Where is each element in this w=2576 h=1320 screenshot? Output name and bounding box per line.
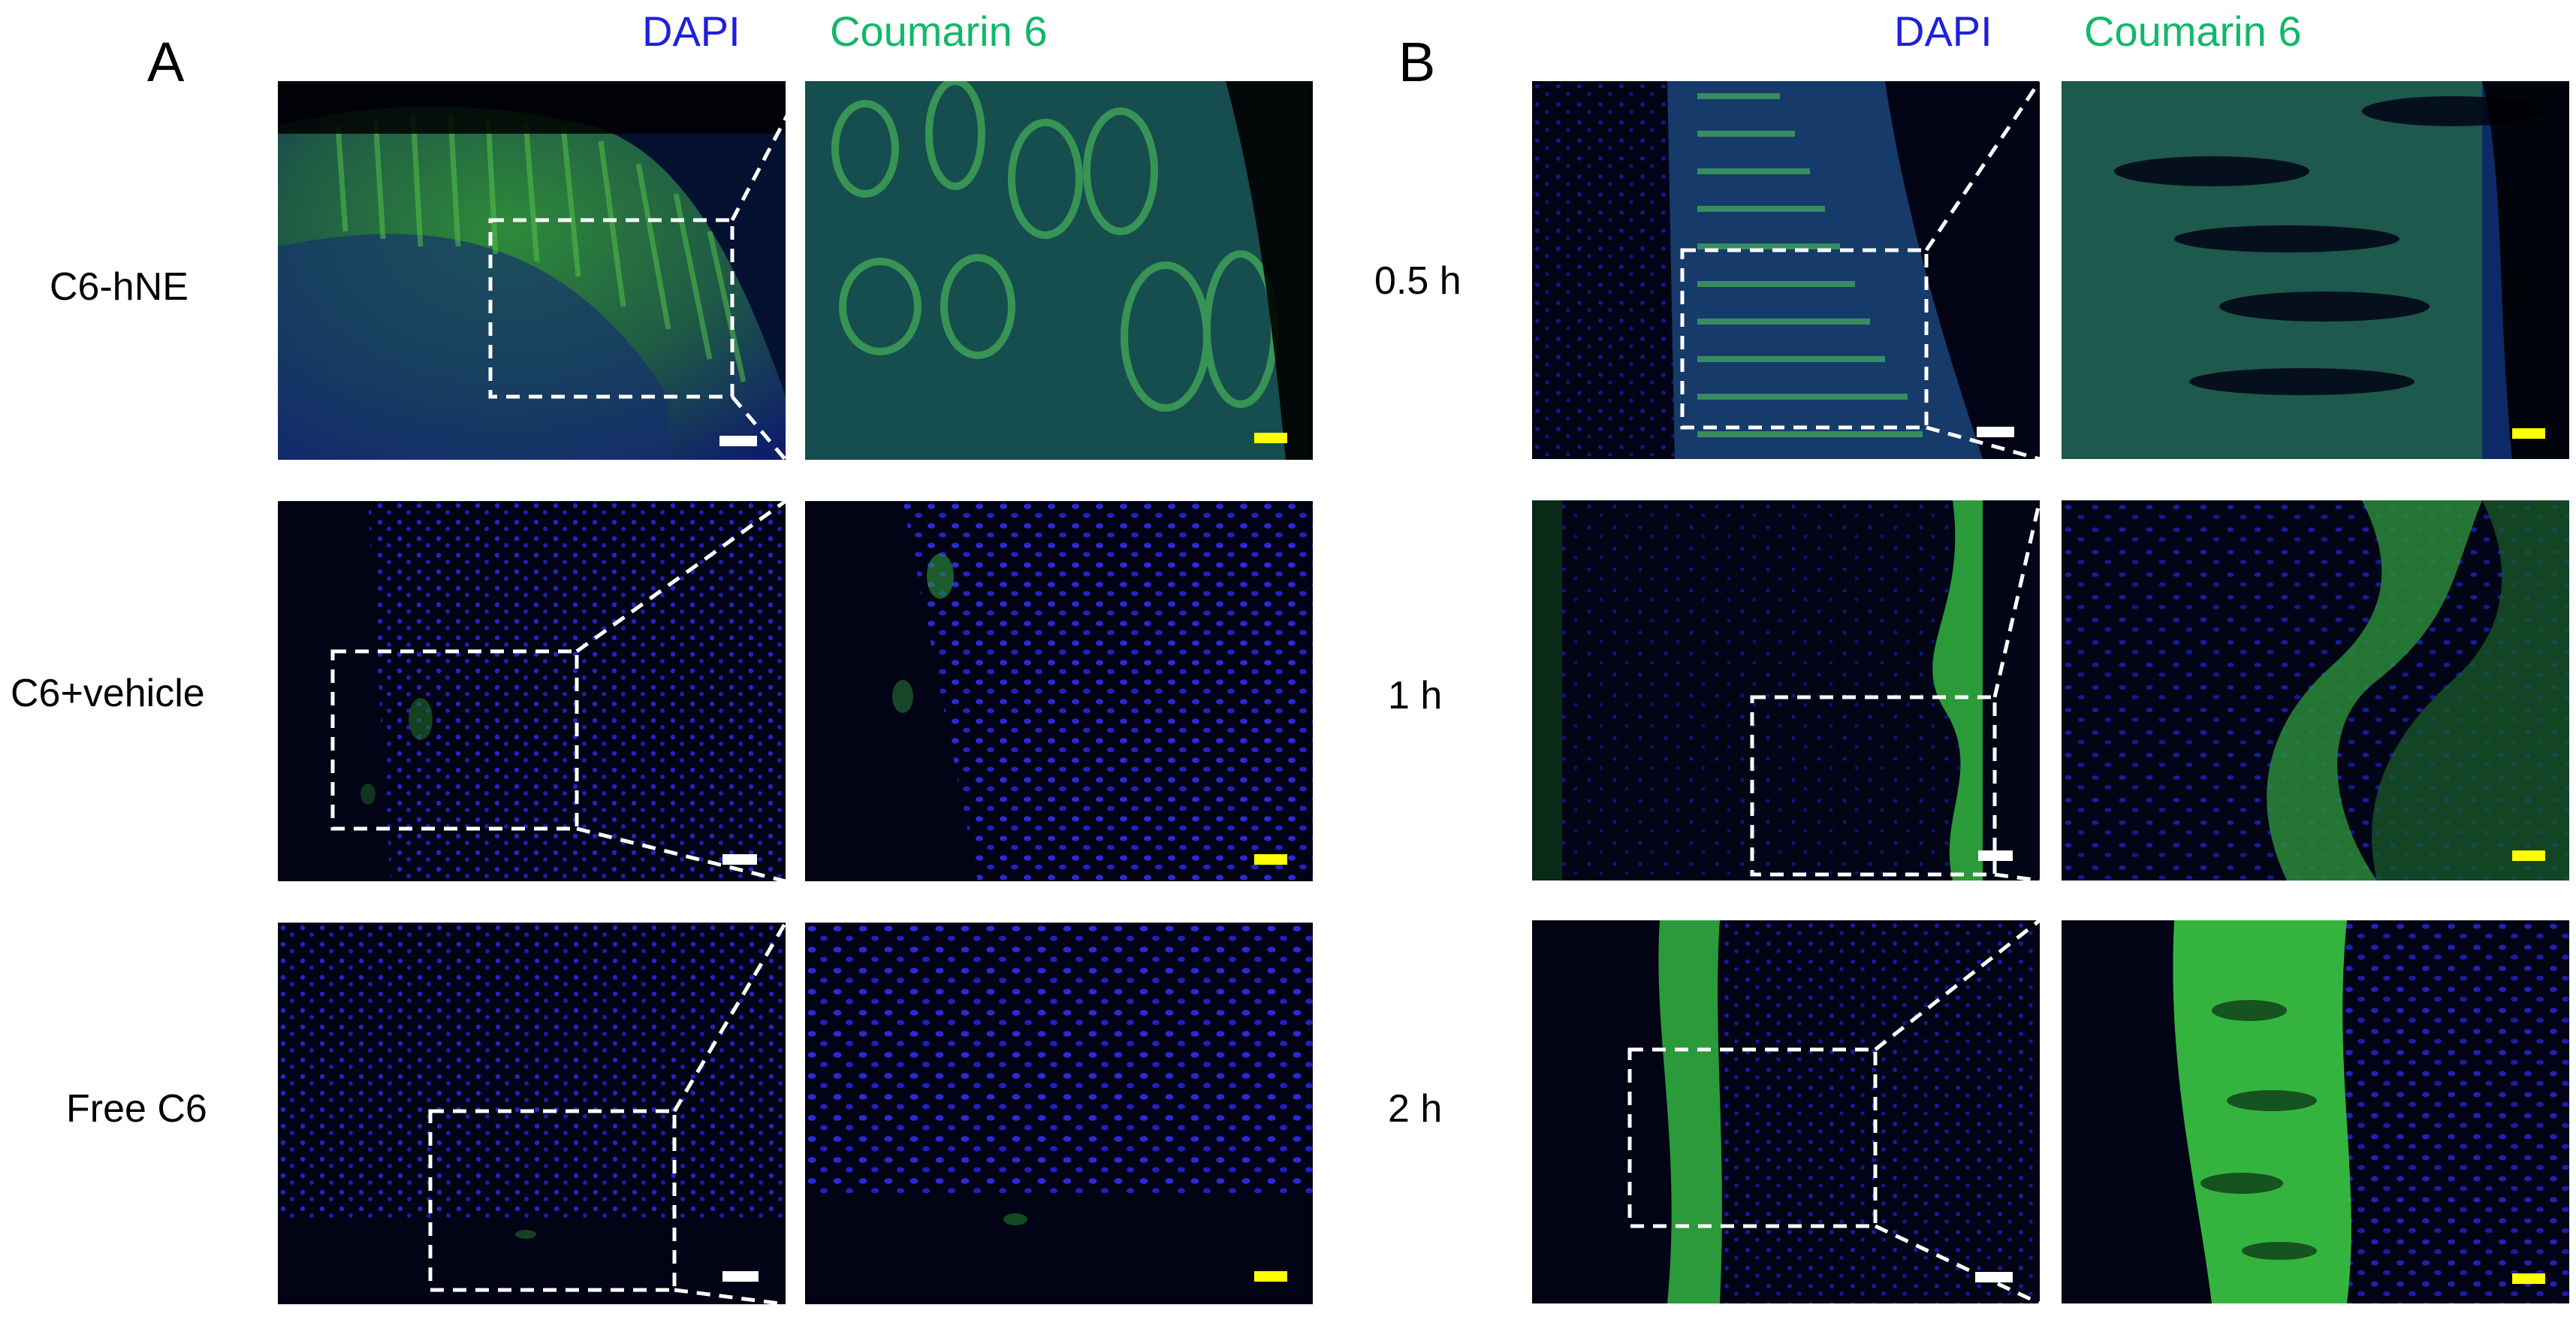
panel-a-row3-overview-scale-bar: [722, 1271, 759, 1282]
panel-b-row-label-1: 0.5 h: [1374, 259, 1461, 303]
panel-a-row2-overview-micrograph: [278, 501, 786, 881]
panel-b-row3-overview-scale-bar: [1975, 1272, 2013, 1282]
panel-b-coumarin6-header: Coumarin 6: [2084, 8, 2302, 55]
panel-a-row2-overview-scale-bar: [722, 854, 757, 865]
panel-a-row3-zoom-scale-bar: [1254, 1271, 1287, 1282]
panel-b-row2-zoom-scale-bar: [2512, 850, 2545, 861]
panel-a-row1-zoom-micrograph: [805, 81, 1313, 460]
panel-b-row1-zoom-micrograph: [2062, 81, 2569, 459]
panel-b-row1-overview-micrograph: [1532, 81, 2040, 459]
panel-b-row-label-2: 1 h: [1388, 674, 1443, 717]
panel-b-row-label-3: 2 h: [1388, 1087, 1443, 1131]
panel-b-row3-zoom-scale-bar: [2512, 1273, 2545, 1284]
panel-letter-a: A: [147, 31, 185, 93]
panel-letter-b: B: [1398, 31, 1436, 93]
panel-b-row1-overview-scale-bar: [1977, 427, 2014, 437]
panel-a-coumarin6-header: Coumarin 6: [830, 8, 1048, 55]
panel-a-row2-zoom-scale-bar: [1254, 854, 1287, 865]
panel-a-row-label-1: C6-hNE: [50, 265, 189, 309]
panel-a-row-label-3: Free C6: [66, 1087, 207, 1131]
panel-b-row3-overview-micrograph: [1532, 920, 2040, 1303]
panel-b-row3-zoom-micrograph: [2062, 920, 2569, 1303]
panel-a-row-label-2: C6+vehicle: [11, 672, 205, 715]
panel-b-row2-overview-scale-bar: [1978, 850, 2013, 861]
panel-a-dapi-header: DAPI: [642, 8, 741, 55]
panel-b-row1-zoom-scale-bar: [2512, 428, 2545, 439]
panel-a-row1-zoom-scale-bar: [1254, 433, 1287, 443]
panel-b-row2-zoom-micrograph: [2062, 500, 2569, 881]
panel-a-row3-overview-micrograph: [278, 923, 786, 1304]
panel-b-dapi-header: DAPI: [1894, 8, 1992, 55]
panel-a-row2-zoom-micrograph: [805, 501, 1313, 881]
panel-a-row3-zoom-micrograph: [805, 923, 1313, 1304]
panel-a-row1-overview-micrograph: [278, 81, 786, 460]
panel-b-row2-overview-micrograph: [1532, 500, 2040, 881]
panel-a-row1-overview-scale-bar: [719, 436, 757, 446]
